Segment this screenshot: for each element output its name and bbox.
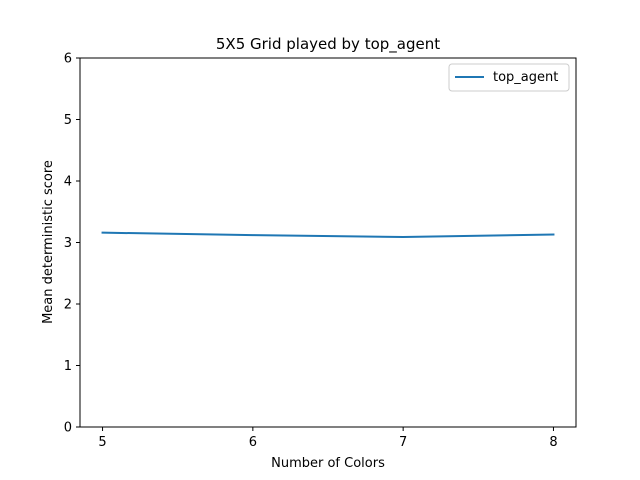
series-line-top-agent [101,231,555,238]
legend-label-top-agent: top_agent [493,70,558,85]
y-axis-label: Mean deterministic score [41,160,56,324]
series-layer [101,231,555,238]
x-tick-label: 5 [98,435,106,450]
y-tick-label: 4 [64,175,72,190]
plot-area-frame [79,57,577,428]
chart-title: 5X5 Grid played by top_agent [216,35,440,54]
x-tick-label: 8 [549,435,557,450]
x-tick-label: 7 [399,435,407,450]
y-tick-label: 6 [64,52,72,67]
legend-box [448,63,570,92]
legend: top_agent [448,63,570,92]
y-tick-label: 0 [64,421,72,436]
y-tick-label: 2 [64,298,72,313]
x-axis-ticks: 5 6 7 8 [98,427,558,450]
y-tick-label: 1 [64,359,72,374]
x-tick-label: 6 [249,435,257,450]
y-tick-label: 3 [64,236,72,251]
x-axis-label: Number of Colors [271,456,385,471]
y-axis-ticks: 0 1 2 3 4 5 6 [64,52,80,436]
y-tick-label: 5 [64,113,72,128]
